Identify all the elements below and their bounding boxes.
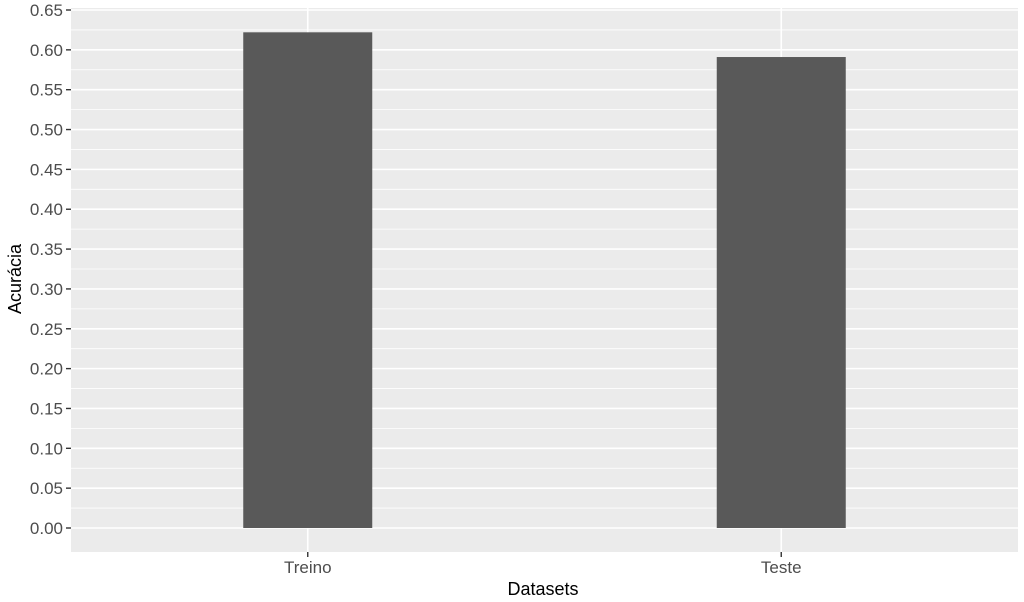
plot-panel: [71, 8, 1018, 552]
y-tick-label: 0.30: [30, 280, 63, 299]
y-tick-label: 0.20: [30, 360, 63, 379]
y-tick-label: 0.40: [30, 200, 63, 219]
bar-teste: [716, 57, 846, 528]
y-tick-label: 0.65: [30, 1, 63, 20]
minor-gridlines: [71, 29, 1018, 509]
y-tick-label: 0.15: [30, 399, 63, 418]
y-tick-label: 0.05: [30, 479, 63, 498]
y-tick-label: 0.25: [30, 320, 63, 339]
y-tick-label: 0.60: [30, 41, 63, 60]
y-tick-label: 0.00: [30, 519, 63, 538]
x-axis: Treino Teste: [284, 552, 802, 577]
y-axis: 0.00 0.05 0.10 0.15 0.20 0.25 0.30 0.35 0.40 0.45…: [30, 1, 71, 538]
bar-treino: [243, 32, 373, 529]
y-tick-label: 0.55: [30, 81, 63, 100]
x-tick-label: Treino: [284, 558, 332, 577]
x-tick-label: Teste: [761, 558, 802, 577]
x-axis-title: Datasets: [507, 579, 578, 599]
bars: [243, 32, 846, 529]
y-tick-label: 0.45: [30, 160, 63, 179]
y-tick-label: 0.35: [30, 240, 63, 259]
y-tick-label: 0.10: [30, 439, 63, 458]
y-tick-label: 0.50: [30, 121, 63, 140]
y-axis-title: Acurácia: [5, 243, 25, 314]
